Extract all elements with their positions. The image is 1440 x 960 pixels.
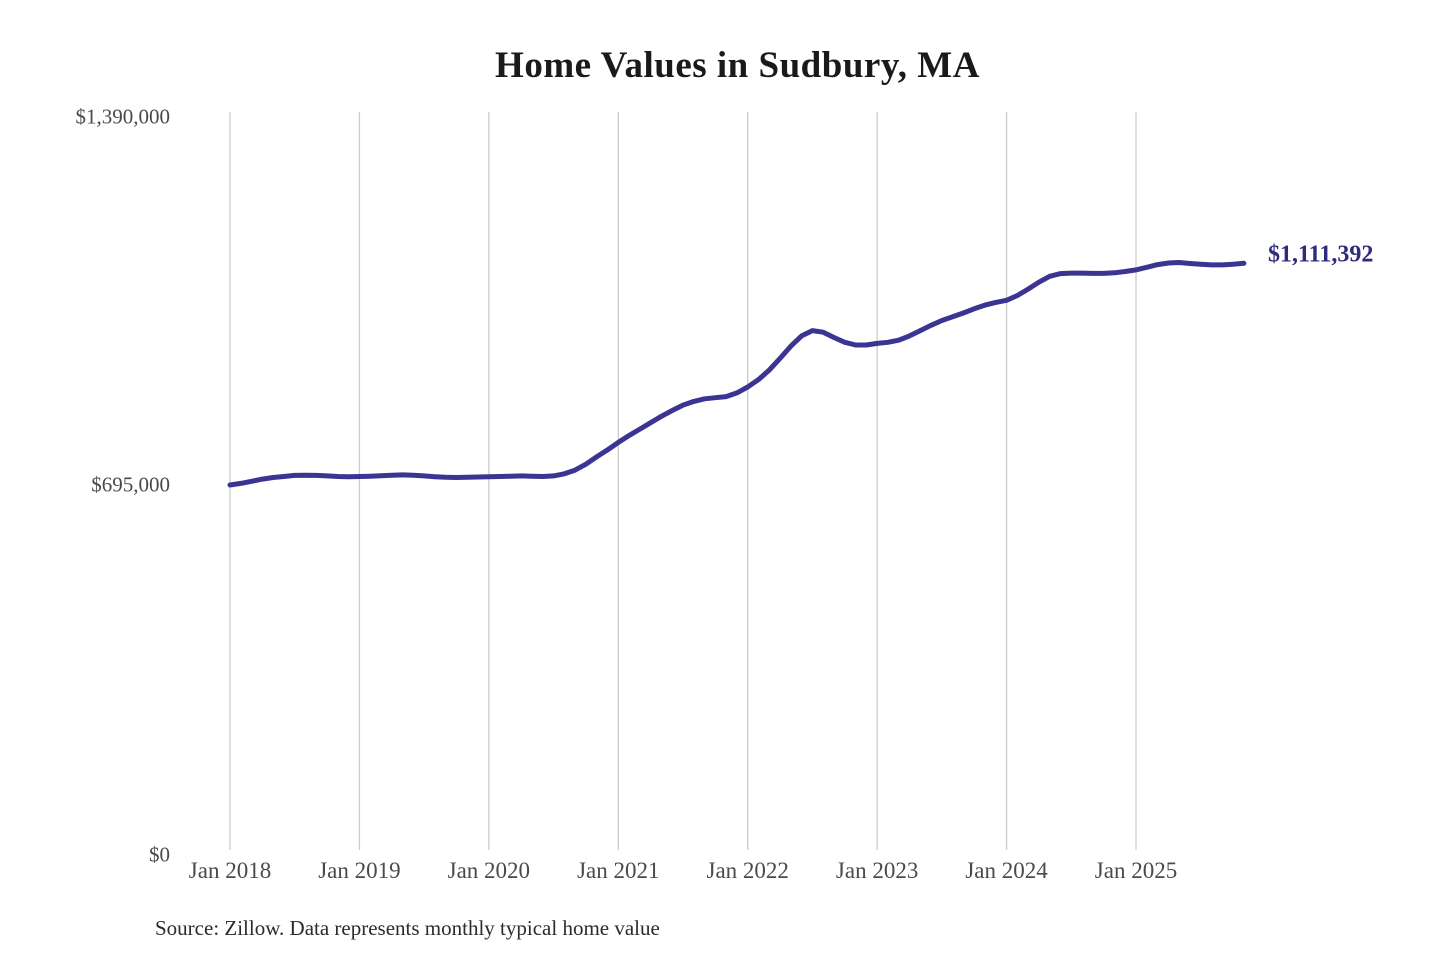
x-axis-tick-label: Jan 2019 bbox=[318, 858, 401, 883]
x-axis-tick-label: Jan 2023 bbox=[835, 858, 919, 883]
y-axis-tick-label-mid: $695,000 bbox=[91, 472, 170, 497]
y-axis-tick-label-max: $1,390,000 bbox=[75, 104, 171, 129]
y-axis-tick-label-zero: $0 bbox=[149, 842, 170, 867]
home-value-line-series bbox=[227, 260, 1247, 488]
vertical-gridlines bbox=[229, 112, 1137, 850]
x-axis-tick-label: Jan 2020 bbox=[447, 858, 531, 883]
chart-title: Home Values in Sudbury, MA bbox=[495, 45, 980, 86]
x-axis-tick-label: Jan 2022 bbox=[706, 858, 789, 883]
x-axis-tick-label: Jan 2024 bbox=[965, 858, 1048, 883]
x-axis-tick-label: Jan 2018 bbox=[188, 858, 272, 883]
x-axis-tick-label: Jan 2025 bbox=[1094, 858, 1178, 883]
x-axis-tick-label: Jan 2021 bbox=[577, 858, 660, 883]
latest-value-label: $1,111,392 bbox=[1268, 241, 1374, 268]
source-note: Source: Zillow. Data represents monthly … bbox=[155, 916, 660, 940]
